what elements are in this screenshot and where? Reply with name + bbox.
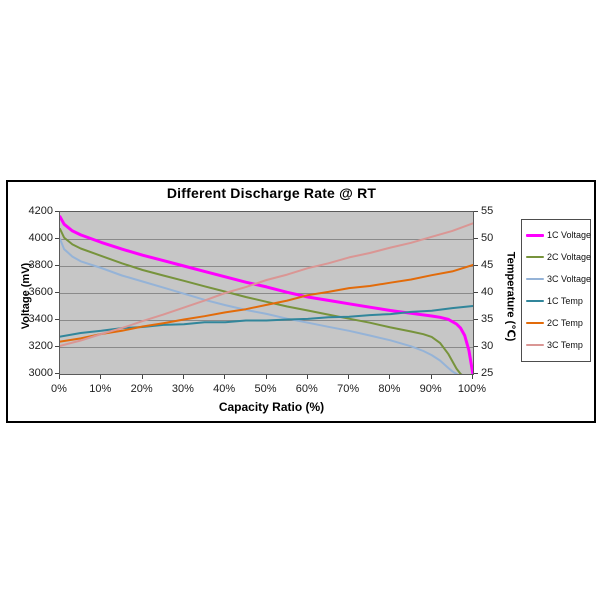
x-tick-label: 30% — [171, 383, 194, 395]
series-line-2c-temp — [60, 263, 473, 343]
legend-item-2c-voltage: 2C Voltage — [526, 246, 592, 268]
y-right-tick-label: 25 — [481, 367, 494, 379]
y-left-tick-mark — [55, 319, 59, 320]
y-right-tick-label: 45 — [481, 259, 494, 271]
y-left-tick-label: 4000 — [28, 232, 53, 244]
x-tick-label: 70% — [337, 383, 360, 395]
series-line-1c-voltage — [60, 215, 473, 374]
y-right-tick-mark — [474, 292, 478, 293]
legend-color-line — [526, 344, 544, 346]
y-axis-left-title: Voltage (mV) — [20, 262, 32, 330]
chart-title: Different Discharge Rate @ RT — [166, 185, 377, 201]
legend-color-line — [526, 278, 544, 280]
legend-label: 1C Temp — [547, 296, 583, 306]
legend-item-3c-voltage: 3C Voltage — [526, 268, 592, 290]
gridline-3800 — [60, 266, 473, 267]
legend-item-3c-temp: 3C Temp — [526, 334, 590, 356]
gridline-3600 — [60, 293, 473, 294]
y-right-tick-mark — [474, 265, 478, 266]
x-tick-label: 60% — [295, 383, 318, 395]
y-right-tick-label: 30 — [481, 340, 494, 352]
legend-label: 2C Temp — [547, 318, 583, 328]
legend-label: 3C Temp — [547, 340, 583, 350]
y-left-tick-mark — [55, 346, 59, 347]
legend-color-line — [526, 256, 544, 258]
gridline-4000 — [60, 239, 473, 240]
x-tick-mark — [306, 375, 308, 379]
legend-label: 1C Voltage — [547, 230, 592, 240]
y-left-tick-mark — [55, 373, 59, 374]
plot-area — [59, 211, 474, 375]
x-tick-label: 10% — [89, 383, 112, 395]
series-line-3c-temp — [60, 222, 473, 347]
y-left-tick-mark — [55, 292, 59, 293]
y-right-tick-mark — [474, 238, 478, 239]
legend-color-line — [526, 322, 544, 324]
series-plot — [60, 215, 473, 374]
y-axis-right-title: Temperature (℃) — [504, 251, 517, 342]
y-right-tick-label: 40 — [481, 286, 494, 298]
y-right-tick-mark — [474, 346, 478, 347]
y-right-tick-mark — [474, 211, 478, 212]
y-left-tick-label: 3800 — [28, 259, 53, 271]
y-left-tick-label: 3600 — [28, 286, 53, 298]
gridline-3200 — [60, 347, 473, 348]
x-tick-label: 90% — [419, 383, 442, 395]
x-tick-mark — [59, 375, 60, 379]
y-right-tick-label: 35 — [481, 313, 494, 325]
legend-color-line — [526, 300, 544, 302]
y-right-tick-label: 55 — [481, 205, 494, 217]
legend-item-1c-temp: 1C Temp — [526, 290, 590, 312]
y-left-tick-label: 3400 — [28, 313, 53, 325]
x-tick-label: 0% — [51, 383, 67, 395]
y-left-tick-mark — [55, 211, 59, 212]
series-line-1c-temp — [60, 305, 473, 338]
y-right-tick-label: 50 — [481, 232, 494, 244]
x-tick-label: 20% — [130, 383, 153, 395]
x-tick-mark — [430, 375, 432, 379]
x-tick-mark — [348, 375, 350, 379]
x-tick-mark — [389, 375, 391, 379]
legend-item-1c-voltage: 1C Voltage — [526, 224, 592, 246]
y-left-tick-mark — [55, 238, 59, 239]
series-line-2c-voltage — [60, 227, 463, 374]
x-tick-mark — [472, 375, 473, 379]
x-tick-label: 50% — [254, 383, 277, 395]
y-left-tick-label: 3200 — [28, 340, 53, 352]
x-tick-mark — [182, 375, 184, 379]
legend-label: 2C Voltage — [547, 252, 592, 262]
x-tick-label: 80% — [378, 383, 401, 395]
y-left-tick-mark — [55, 265, 59, 266]
x-tick-mark — [100, 375, 102, 379]
y-left-tick-label: 4200 — [28, 205, 53, 217]
chart-frame: Different Discharge Rate @ RT 4200 4000 38… — [6, 180, 596, 423]
x-tick-mark — [141, 375, 143, 379]
y-right-tick-mark — [474, 373, 478, 374]
y-left-tick-label: 3000 — [28, 367, 53, 379]
x-axis-title: Capacity Ratio (%) — [218, 400, 325, 414]
x-tick-label: 40% — [213, 383, 236, 395]
chart-legend: 1C Voltage 2C Voltage 3C Voltage 1C Temp 2C … — [521, 219, 591, 362]
x-tick-mark — [224, 375, 226, 379]
legend-item-2c-temp: 2C Temp — [526, 312, 590, 334]
legend-color-line — [526, 233, 544, 237]
y-right-tick-mark — [474, 319, 478, 320]
legend-label: 3C Voltage — [547, 274, 592, 284]
x-tick-label: 100% — [457, 383, 487, 395]
x-tick-mark — [265, 375, 267, 379]
